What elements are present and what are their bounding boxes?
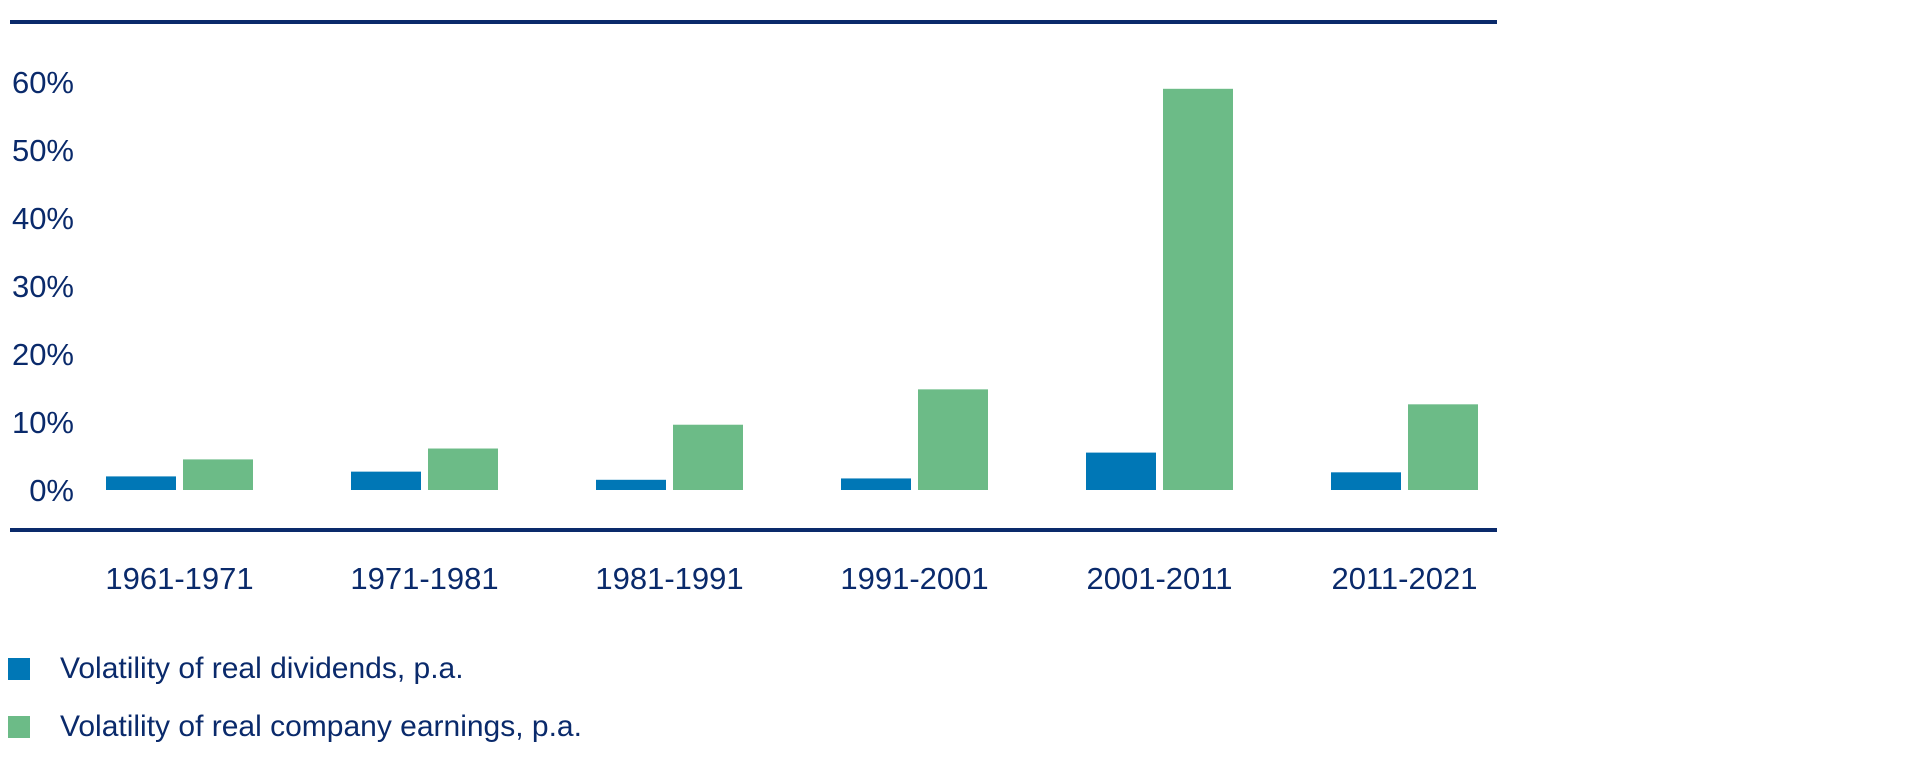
bar-dividends-1991-2001 — [841, 478, 911, 490]
x-tick-label: 2001-2011 — [1087, 561, 1233, 596]
legend: Volatility of real dividends, p.a. Volat… — [8, 640, 582, 756]
legend-item-earnings: Volatility of real company earnings, p.a… — [8, 698, 582, 756]
bar-dividends-1981-1991 — [596, 479, 666, 490]
bar-earnings-1981-1991 — [673, 424, 743, 490]
legend-item-dividends: Volatility of real dividends, p.a. — [8, 640, 582, 698]
bar-earnings-1991-2001 — [918, 389, 988, 490]
legend-swatch-dividends — [8, 658, 30, 680]
bar-earnings-2001-2011 — [1163, 88, 1233, 491]
bar-earnings-1961-1971 — [183, 459, 253, 490]
y-tick-label: 0% — [29, 473, 74, 508]
bar-dividends-1971-1981 — [351, 471, 421, 490]
bar-dividends-2001-2011 — [1086, 452, 1156, 490]
legend-label-dividends: Volatility of real dividends, p.a. — [60, 652, 464, 685]
bar-chart: 0%10%20%30%40%50%60% 1961-1971 1971-1981 1… — [10, 20, 1497, 596]
bar-dividends-1961-1971 — [106, 476, 176, 490]
y-tick-label: 10% — [12, 405, 74, 440]
x-tick-label: 1961-1971 — [105, 561, 253, 596]
x-tick-label: 1971-1981 — [350, 561, 498, 596]
y-axis-ticks: 0% 10% 20% 30% 40% 50% 60% — [12, 65, 74, 508]
x-tick-label: 1991-2001 — [840, 561, 988, 596]
y-tick-label: 40% — [12, 201, 74, 236]
x-tick-label: 2011-2021 — [1332, 561, 1478, 596]
legend-label-earnings: Volatility of real company earnings, p.a… — [60, 710, 582, 743]
legend-swatch-earnings — [8, 716, 30, 738]
y-tick-label: 20% — [12, 337, 74, 372]
bar-dividends-2011-2021 — [1331, 472, 1401, 490]
bar-earnings-2011-2021 — [1408, 404, 1478, 490]
y-tick-label: 50% — [12, 133, 74, 168]
x-tick-label: 1981-1991 — [595, 561, 743, 596]
y-tick-label: 60% — [12, 65, 74, 100]
x-axis-ticks: 1961-1971 1971-1981 1981-1991 1991-2001 2001… — [105, 561, 1477, 596]
y-tick-label: 30% — [12, 269, 74, 304]
bar-earnings-1971-1981 — [428, 448, 498, 490]
bar-series-group — [106, 88, 1478, 491]
